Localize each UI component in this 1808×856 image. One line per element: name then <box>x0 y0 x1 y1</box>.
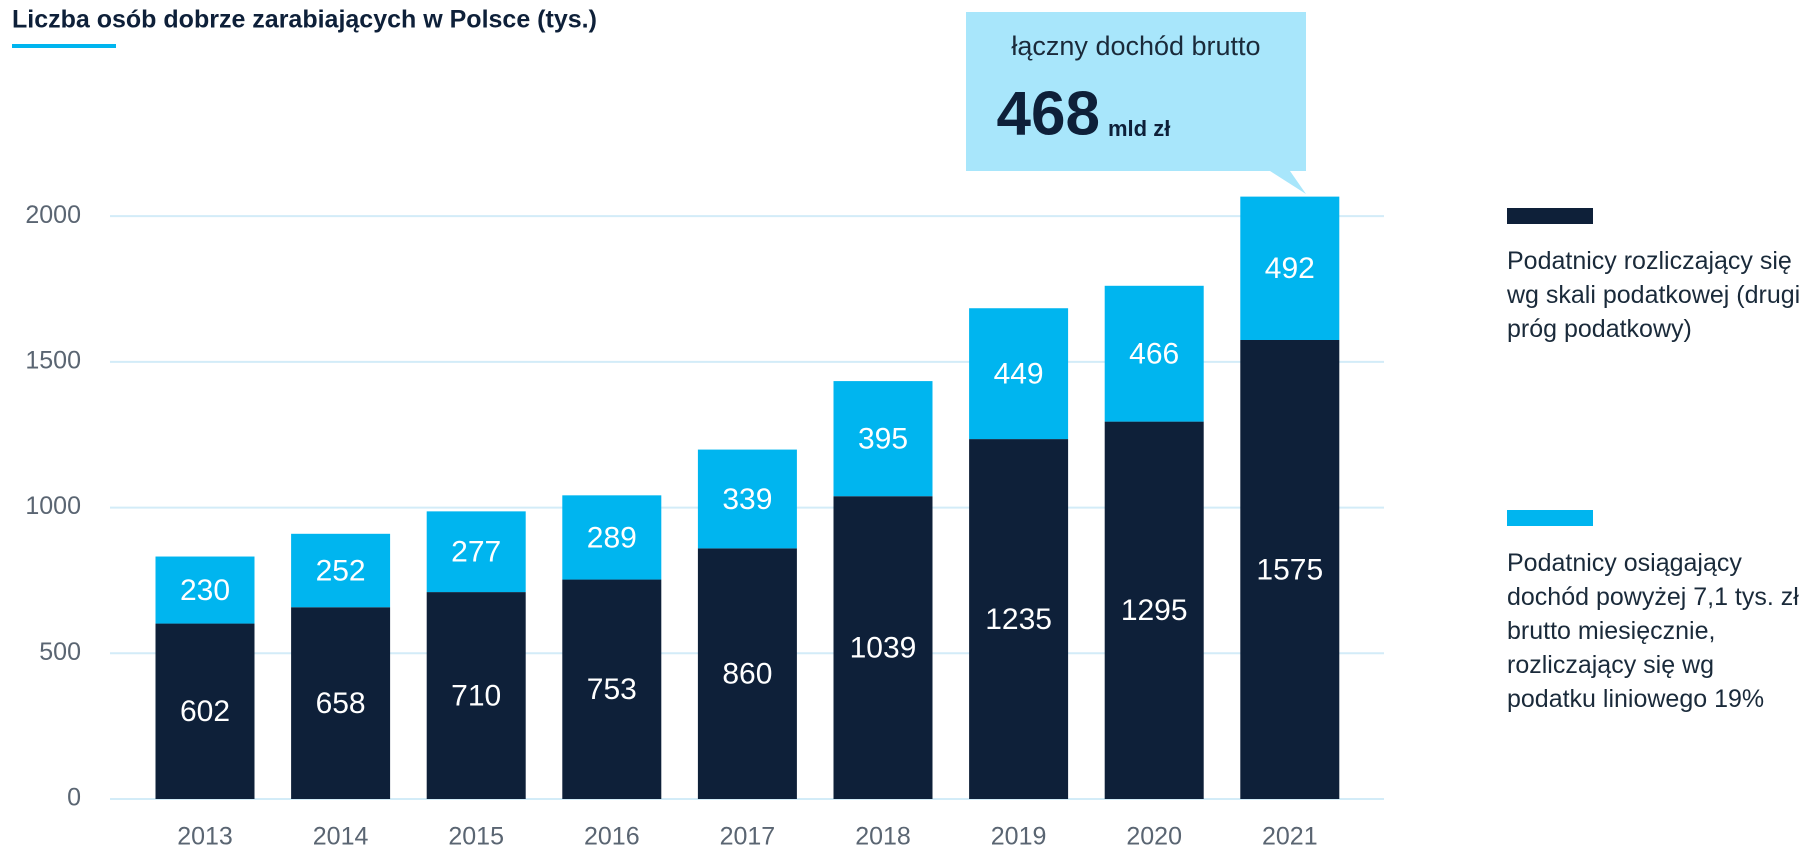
x-tick-label: 2020 <box>1126 823 1182 851</box>
bar-segment <box>969 439 1069 799</box>
value-label: 1295 <box>1121 594 1188 627</box>
legend-swatch <box>1507 510 1593 526</box>
y-tick-label: 500 <box>39 638 81 666</box>
x-tick-label: 2013 <box>177 823 233 851</box>
value-label: 395 <box>858 423 908 456</box>
legend-item: Podatnicy osiągający dochód powyżej 7,1 … <box>1507 510 1807 716</box>
x-tick-label: 2019 <box>991 823 1047 851</box>
bar-segment <box>697 548 797 799</box>
value-label: 602 <box>180 695 230 728</box>
bar-segment <box>833 381 933 497</box>
bar-segment <box>833 496 933 799</box>
bar-segment <box>155 623 255 799</box>
bar-segment <box>1240 196 1340 340</box>
y-tick-label: 2000 <box>25 201 81 229</box>
value-label: 1039 <box>850 632 917 665</box>
value-label: 289 <box>587 521 637 554</box>
bar-segment <box>291 607 391 799</box>
callout-value: 468 <box>997 79 1100 148</box>
bar-segment <box>969 308 1069 440</box>
x-tick-label: 2021 <box>1262 823 1318 851</box>
value-label: 1575 <box>1256 553 1323 586</box>
title-underline <box>12 44 116 48</box>
x-tick-label: 2017 <box>720 823 776 851</box>
value-label: 492 <box>1265 252 1315 285</box>
bar-segment <box>426 511 526 593</box>
value-label: 252 <box>316 554 366 587</box>
chart-title: Liczba osób dobrze zarabiających w Polsc… <box>12 6 597 34</box>
bar-segment <box>1240 340 1340 799</box>
bar-segment <box>562 579 662 799</box>
value-label: 860 <box>722 658 772 691</box>
legend-swatch <box>1507 208 1593 224</box>
bar-segment <box>1104 285 1204 422</box>
x-tick-label: 2015 <box>448 823 504 851</box>
value-label: 1235 <box>985 603 1052 636</box>
x-tick-label: 2018 <box>855 823 911 851</box>
callout-text: łączny dochód brutto <box>1011 31 1260 61</box>
x-tick-label: 2014 <box>313 823 369 851</box>
value-label: 466 <box>1129 338 1179 371</box>
y-tick-label: 1500 <box>25 346 81 374</box>
bar-segment <box>562 495 662 580</box>
bar-segment <box>291 533 391 608</box>
callout-unit: mld zł <box>1108 116 1170 141</box>
value-label: 339 <box>722 483 772 516</box>
legend-item: Podatnicy rozliczający się wg skali poda… <box>1507 208 1807 346</box>
legend-text: Podatnicy osiągający dochód powyżej 7,1 … <box>1507 549 1799 713</box>
value-label: 753 <box>587 673 637 706</box>
bar-segment <box>697 449 797 549</box>
value-label: 449 <box>994 358 1044 391</box>
value-label: 658 <box>316 687 366 720</box>
callout <box>966 12 1306 194</box>
y-tick-label: 1000 <box>25 492 81 520</box>
bar-segment <box>1104 421 1204 799</box>
x-tick-label: 2016 <box>584 823 640 851</box>
bar-segment <box>155 556 255 624</box>
y-tick-label: 0 <box>67 784 81 812</box>
value-label: 710 <box>451 679 501 712</box>
legend-text: Podatnicy rozliczający się wg skali poda… <box>1507 247 1801 343</box>
value-label: 230 <box>180 574 230 607</box>
bar-segment <box>426 592 526 799</box>
value-label: 277 <box>451 536 501 569</box>
